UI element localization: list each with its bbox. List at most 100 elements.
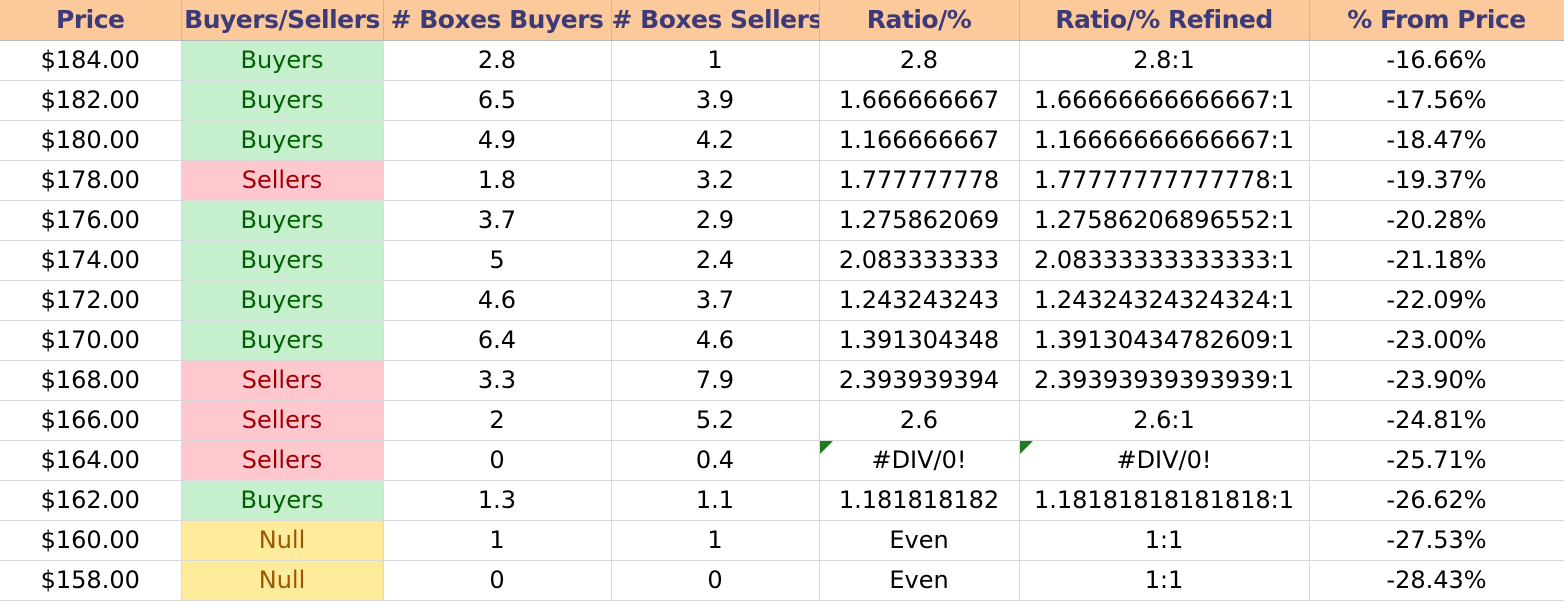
boxes-sellers-cell[interactable]: 2.4 (611, 240, 820, 281)
ratio-cell[interactable]: 2.8 (819, 40, 1020, 81)
side-cell[interactable]: Buyers (181, 280, 384, 321)
boxes-sellers-cell[interactable]: 3.9 (611, 80, 820, 121)
ratio-refined-cell[interactable]: 1.27586206896552:1 (1019, 200, 1310, 241)
side-cell[interactable]: Buyers (181, 80, 384, 121)
boxes-buyers-cell[interactable]: 3.7 (383, 200, 612, 241)
boxes-buyers-cell[interactable]: 4.6 (383, 280, 612, 321)
boxes-buyers-cell[interactable]: 1.3 (383, 480, 612, 521)
ratio-refined-cell[interactable]: 1:1 (1019, 520, 1310, 561)
boxes-buyers-cell[interactable]: 5 (383, 240, 612, 281)
from-price-cell[interactable]: -20.28% (1309, 200, 1564, 241)
ratio-cell[interactable]: 1.391304348 (819, 320, 1020, 361)
ratio-cell[interactable]: #DIV/0! (819, 440, 1020, 481)
price-cell[interactable]: $170.00 (0, 320, 182, 361)
boxes-sellers-cell[interactable]: 0 (611, 560, 820, 601)
boxes-sellers-cell[interactable]: 3.7 (611, 280, 820, 321)
ratio-cell[interactable]: 1.777777778 (819, 160, 1020, 201)
boxes-sellers-cell[interactable]: 1.1 (611, 480, 820, 521)
from-price-cell[interactable]: -23.00% (1309, 320, 1564, 361)
boxes-sellers-cell[interactable]: 1 (611, 520, 820, 561)
boxes-sellers-cell[interactable]: 3.2 (611, 160, 820, 201)
ratio-refined-cell[interactable]: 1:1 (1019, 560, 1310, 601)
from-price-cell[interactable]: -24.81% (1309, 400, 1564, 441)
boxes-sellers-cell[interactable]: 0.4 (611, 440, 820, 481)
price-cell[interactable]: $182.00 (0, 80, 182, 121)
boxes-sellers-cell[interactable]: 1 (611, 40, 820, 81)
ratio-refined-cell[interactable]: 1.39130434782609:1 (1019, 320, 1310, 361)
side-cell[interactable]: Sellers (181, 440, 384, 481)
ratio-cell[interactable]: 2.393939394 (819, 360, 1020, 401)
side-cell[interactable]: Null (181, 520, 384, 561)
boxes-sellers-cell[interactable]: 5.2 (611, 400, 820, 441)
boxes-buyers-cell[interactable]: 2 (383, 400, 612, 441)
ratio-cell[interactable]: 2.083333333 (819, 240, 1020, 281)
boxes-buyers-cell[interactable]: 0 (383, 440, 612, 481)
boxes-buyers-cell[interactable]: 6.5 (383, 80, 612, 121)
boxes-sellers-cell[interactable]: 4.6 (611, 320, 820, 361)
side-cell[interactable]: Buyers (181, 40, 384, 81)
from-price-cell[interactable]: -25.71% (1309, 440, 1564, 481)
boxes-sellers-cell[interactable]: 4.2 (611, 120, 820, 161)
side-cell[interactable]: Buyers (181, 240, 384, 281)
ratio-cell[interactable]: 1.166666667 (819, 120, 1020, 161)
price-cell[interactable]: $174.00 (0, 240, 182, 281)
side-cell[interactable]: Sellers (181, 360, 384, 401)
boxes-sellers-cell[interactable]: 2.9 (611, 200, 820, 241)
header-ratio[interactable]: Ratio/% (819, 0, 1020, 41)
boxes-buyers-cell[interactable]: 0 (383, 560, 612, 601)
price-cell[interactable]: $166.00 (0, 400, 182, 441)
ratio-refined-cell[interactable]: #DIV/0! (1019, 440, 1310, 481)
side-cell[interactable]: Sellers (181, 160, 384, 201)
ratio-refined-cell[interactable]: 2.8:1 (1019, 40, 1310, 81)
ratio-cell[interactable]: 1.181818182 (819, 480, 1020, 521)
ratio-refined-cell[interactable]: 2.39393939393939:1 (1019, 360, 1310, 401)
header-boxes-buyers[interactable]: # Boxes Buyers (383, 0, 612, 41)
side-cell[interactable]: Sellers (181, 400, 384, 441)
header-ratio-refined[interactable]: Ratio/% Refined (1019, 0, 1310, 41)
ratio-refined-cell[interactable]: 2.6:1 (1019, 400, 1310, 441)
error-indicator-icon[interactable] (819, 440, 833, 454)
boxes-sellers-cell[interactable]: 7.9 (611, 360, 820, 401)
from-price-cell[interactable]: -16.66% (1309, 40, 1564, 81)
boxes-buyers-cell[interactable]: 1.8 (383, 160, 612, 201)
ratio-refined-cell[interactable]: 1.18181818181818:1 (1019, 480, 1310, 521)
from-price-cell[interactable]: -23.90% (1309, 360, 1564, 401)
price-cell[interactable]: $162.00 (0, 480, 182, 521)
price-cell[interactable]: $168.00 (0, 360, 182, 401)
boxes-buyers-cell[interactable]: 2.8 (383, 40, 612, 81)
from-price-cell[interactable]: -27.53% (1309, 520, 1564, 561)
header-boxes-sellers[interactable]: # Boxes Sellers (611, 0, 820, 41)
boxes-buyers-cell[interactable]: 3.3 (383, 360, 612, 401)
side-cell[interactable]: Buyers (181, 320, 384, 361)
header-price[interactable]: Price (0, 0, 182, 41)
from-price-cell[interactable]: -19.37% (1309, 160, 1564, 201)
boxes-buyers-cell[interactable]: 4.9 (383, 120, 612, 161)
from-price-cell[interactable]: -18.47% (1309, 120, 1564, 161)
price-cell[interactable]: $160.00 (0, 520, 182, 561)
ratio-refined-cell[interactable]: 1.77777777777778:1 (1019, 160, 1310, 201)
ratio-refined-cell[interactable]: 1.66666666666667:1 (1019, 80, 1310, 121)
error-indicator-icon[interactable] (1019, 440, 1033, 454)
ratio-refined-cell[interactable]: 2.08333333333333:1 (1019, 240, 1310, 281)
price-cell[interactable]: $184.00 (0, 40, 182, 81)
header-buyers-sellers[interactable]: Buyers/Sellers (181, 0, 384, 41)
from-price-cell[interactable]: -26.62% (1309, 480, 1564, 521)
price-cell[interactable]: $180.00 (0, 120, 182, 161)
side-cell[interactable]: Null (181, 560, 384, 601)
boxes-buyers-cell[interactable]: 6.4 (383, 320, 612, 361)
boxes-buyers-cell[interactable]: 1 (383, 520, 612, 561)
from-price-cell[interactable]: -28.43% (1309, 560, 1564, 601)
side-cell[interactable]: Buyers (181, 200, 384, 241)
ratio-cell[interactable]: Even (819, 560, 1020, 601)
price-cell[interactable]: $164.00 (0, 440, 182, 481)
ratio-refined-cell[interactable]: 1.16666666666667:1 (1019, 120, 1310, 161)
ratio-cell[interactable]: Even (819, 520, 1020, 561)
price-cell[interactable]: $172.00 (0, 280, 182, 321)
ratio-refined-cell[interactable]: 1.24324324324324:1 (1019, 280, 1310, 321)
ratio-cell[interactable]: 1.275862069 (819, 200, 1020, 241)
from-price-cell[interactable]: -21.18% (1309, 240, 1564, 281)
ratio-cell[interactable]: 1.243243243 (819, 280, 1020, 321)
side-cell[interactable]: Buyers (181, 480, 384, 521)
header-from-price[interactable]: % From Price (1309, 0, 1564, 41)
price-cell[interactable]: $178.00 (0, 160, 182, 201)
